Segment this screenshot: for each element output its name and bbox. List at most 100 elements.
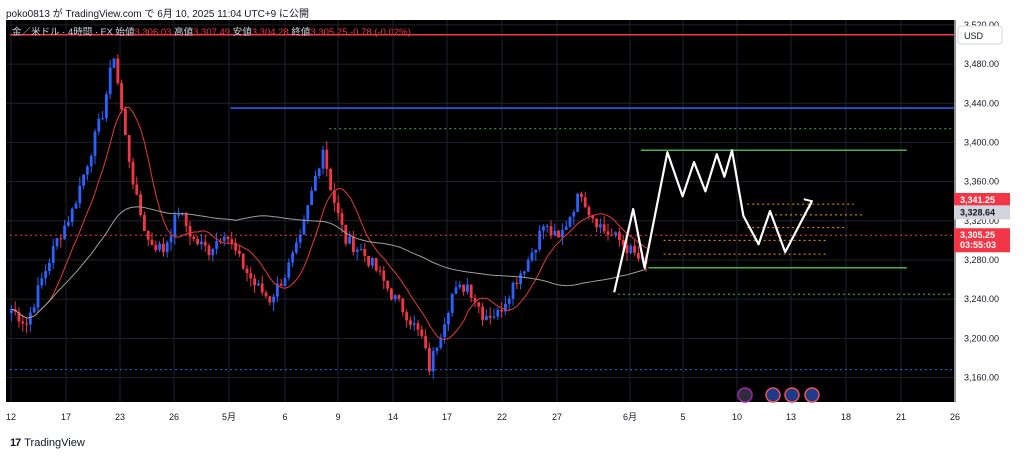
candle-body (162, 243, 165, 253)
current-price-tag (954, 228, 1010, 253)
candle-body (112, 58, 116, 68)
candle-body (139, 194, 142, 216)
candle-body (143, 215, 146, 231)
candle-body (625, 245, 629, 253)
ohlc-label: 安値 (233, 26, 253, 38)
candle-body (374, 258, 378, 271)
candle-body (344, 224, 348, 244)
ohlc-value: 3,305.25 (310, 27, 350, 38)
candle-body (397, 295, 401, 299)
us-flag-icon (765, 387, 781, 403)
candle-body (295, 242, 298, 253)
x-tick-label: 10 (732, 412, 742, 422)
candle-body (192, 236, 196, 239)
candle-body (108, 67, 112, 95)
candle-body (203, 241, 207, 246)
candle-body (325, 149, 329, 169)
brand-label: TradingView (24, 437, 85, 449)
x-tick-label: 21 (896, 412, 906, 422)
candle-body (606, 231, 610, 235)
candle-body (401, 298, 405, 313)
candle-body (135, 184, 139, 195)
y-tick-label: 3,440.00 (964, 98, 999, 108)
candle-body (443, 324, 446, 338)
candle-body (340, 213, 344, 225)
ohlc-label: 高値 (174, 26, 194, 38)
time-axis-background (6, 402, 954, 432)
candle-body (439, 337, 443, 348)
candle-body (633, 245, 636, 253)
candle-body (420, 329, 424, 337)
ma-fast-line (11, 106, 647, 340)
candle-body (253, 278, 256, 286)
candle-body (511, 282, 515, 299)
candle-body (245, 268, 249, 274)
candle-body (595, 218, 598, 228)
candle-body (428, 347, 431, 372)
x-tick-label: 13 (786, 412, 796, 422)
candle-body (576, 193, 579, 212)
candle-body (583, 197, 587, 208)
candle-body (405, 312, 408, 321)
candle-body (291, 252, 294, 263)
current-price-text: 3,305.25 (960, 230, 995, 240)
candle-body (549, 226, 553, 236)
candle-body (55, 238, 59, 247)
candle-body (393, 295, 397, 300)
candle-body (188, 226, 192, 237)
candle-body (82, 174, 85, 186)
candle-body (458, 284, 462, 288)
x-tick-label: 26 (950, 412, 960, 422)
candle-body (127, 135, 131, 162)
x-tick-label: 23 (115, 412, 125, 422)
candle-body (500, 309, 503, 312)
symbol-label: 金／米ドル · 4時間 · FX (12, 26, 115, 38)
candle-body (637, 252, 640, 259)
tradingview-footer: 17 TradingView (10, 437, 85, 449)
currency-label: USD (964, 31, 984, 41)
lightning-icon (737, 387, 753, 403)
candle-body (196, 238, 199, 245)
candle-body (488, 315, 492, 318)
x-tick-label: 17 (61, 412, 71, 422)
candle-body (557, 230, 560, 238)
candle-body (530, 252, 534, 261)
x-tick-label: 6月 (623, 412, 637, 422)
candle-body (10, 309, 13, 313)
candle-body (321, 149, 325, 169)
candle-body (591, 215, 595, 219)
candle-body (48, 262, 51, 271)
current-price-text: 03:55:03 (960, 240, 996, 250)
candle-body (226, 236, 230, 240)
candle-body (564, 226, 568, 230)
candle-body (450, 293, 454, 314)
candle-body (89, 155, 93, 167)
candle-body (435, 347, 439, 351)
y-tick-label: 3,360.00 (964, 177, 999, 187)
candle-body (424, 336, 427, 348)
us-flag-icon (784, 387, 800, 403)
candle-body (359, 249, 363, 251)
candle-body (283, 277, 287, 286)
candle-body (238, 250, 241, 254)
candle-body (17, 311, 21, 322)
candle-body (63, 225, 66, 239)
candle-body (515, 282, 519, 285)
candle-body (78, 185, 82, 204)
candle-body (234, 242, 237, 251)
tradingview-logo-icon: 17 (10, 437, 21, 449)
candle-body (386, 280, 389, 289)
y-tick-label: 3,200.00 (964, 333, 999, 343)
x-tick-label: 5月 (222, 412, 236, 422)
candle-body (158, 243, 161, 251)
candle-body (150, 239, 154, 246)
candle-body (25, 323, 28, 325)
candle-body (177, 214, 180, 216)
ma-slow-line (11, 206, 647, 319)
candle-body (105, 94, 108, 119)
candle-body (485, 315, 488, 320)
candle-body (390, 288, 393, 300)
ohlc-label: 終値 (291, 26, 311, 38)
candle-body (207, 245, 211, 256)
price-chart[interactable]: 3,520.00 3,480.00 3,440.00 3,400.00 3,360.00… (6, 20, 1016, 432)
